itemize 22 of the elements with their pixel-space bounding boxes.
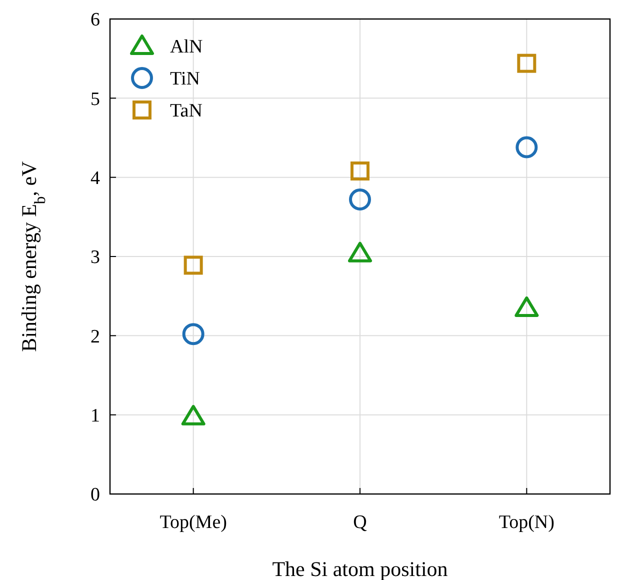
y-tick-label: 5 bbox=[90, 88, 100, 110]
point bbox=[348, 242, 372, 262]
point bbox=[514, 296, 539, 317]
legend-label: TiN bbox=[170, 68, 200, 90]
x-tick-label: Top(N) bbox=[498, 512, 554, 533]
legend-label: AlN bbox=[170, 36, 203, 58]
point bbox=[182, 323, 204, 346]
point bbox=[350, 162, 370, 180]
point bbox=[516, 136, 538, 158]
x-tick-label: Top(Me) bbox=[160, 512, 227, 533]
y-tick-label: 1 bbox=[90, 405, 100, 426]
y-tick-label: 4 bbox=[90, 168, 100, 189]
point bbox=[517, 54, 536, 73]
y-tick-label: 3 bbox=[90, 247, 100, 268]
y-tick-label: 2 bbox=[90, 326, 100, 348]
y-tick-label: 6 bbox=[90, 10, 100, 31]
point bbox=[349, 188, 371, 210]
x-tick-label: Q bbox=[353, 512, 368, 533]
point bbox=[181, 404, 206, 426]
y-tick-label: 0 bbox=[90, 484, 100, 506]
legend-label: TaN bbox=[170, 100, 203, 122]
point bbox=[184, 256, 203, 275]
